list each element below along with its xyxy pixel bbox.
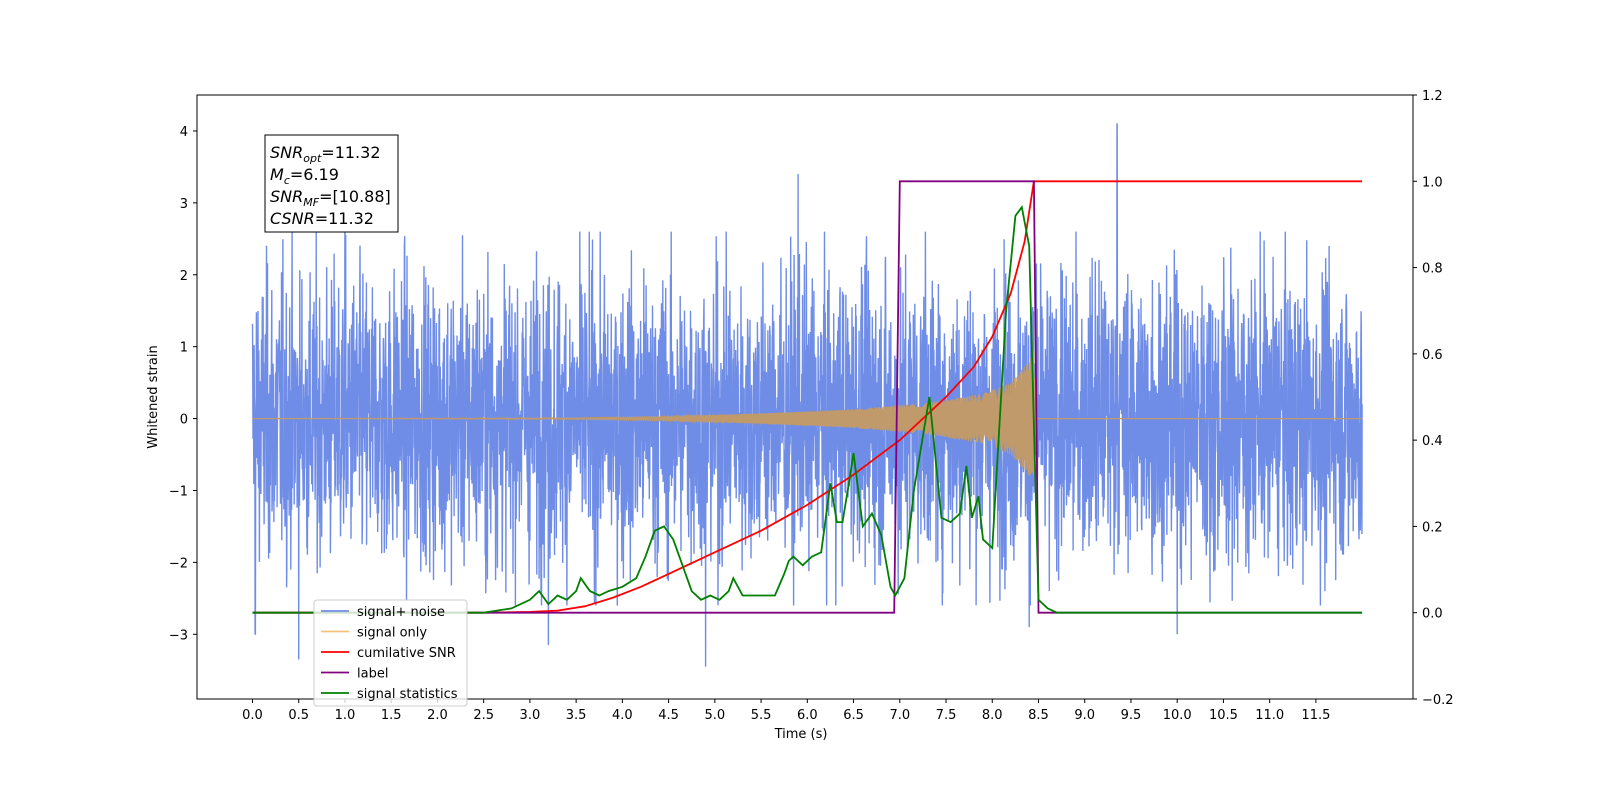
info-box: SNRopt=11.32Mc=6.19SNRMF=[10.88]CSNR=11.… [264,134,399,233]
y2-tick-label: 0.6 [1422,348,1443,363]
info-line: SNRMF=[10.88] [270,187,391,209]
y-axis-right: −0.2 0.0 0.2 0.4 0.6 0.8 1.0 1.2 [1413,89,1454,708]
series-signal-only [252,350,1363,476]
x-tick-label: 5.0 [704,708,725,723]
y-axis-left: −3 −2 −1 0 1 2 3 4 [169,125,197,643]
info-line: CSNR=11.32 [270,209,374,228]
legend: signal+ noise signal only cumilative SNR la… [313,599,468,707]
x-tick-label: 0.5 [288,708,309,723]
y2-tick-label: 0.4 [1422,434,1443,449]
y2-tick-label: 1.2 [1422,89,1443,104]
x-tick-label: 5.5 [751,708,772,723]
legend-label: cumilative SNR [357,646,456,661]
legend-label: signal+ noise [357,605,445,620]
x-tick-label: 9.0 [1074,708,1095,723]
x-tick-label: 4.0 [612,708,633,723]
x-tick-label: 6.5 [843,708,864,723]
y-tick-label: −1 [169,484,188,499]
y2-tick-label: 0.2 [1422,520,1443,535]
x-tick-label: 3.5 [566,708,587,723]
x-tick-label: 1.5 [381,708,402,723]
x-tick-label: 0.0 [242,708,263,723]
y-tick-label: 1 [180,341,188,356]
y2-tick-label: 1.0 [1422,175,1443,190]
info-line: SNRopt=11.32 [270,143,381,165]
info-box-frame [264,134,399,233]
x-tick-label: 6.0 [797,708,818,723]
plot-frame [196,94,1414,700]
x-tick-label: 7.0 [889,708,910,723]
y2-tick-label: 0.0 [1422,607,1443,622]
x-tick-label: 11.0 [1255,708,1284,723]
x-tick-label: 2.5 [473,708,494,723]
series-signal-noise [251,123,1363,667]
x-tick-label: 3.0 [520,708,541,723]
y-axis-title: Whitened strain [146,345,161,448]
x-tick-label: 2.0 [427,708,448,723]
y2-tick-label: −0.2 [1422,693,1454,708]
y-tick-label: 0 [180,413,188,428]
series-layer [251,123,1363,667]
y-tick-label: 3 [180,197,188,212]
legend-label: label [357,667,388,682]
x-axis-title: Time (s) [774,727,828,742]
legend-frame [313,599,468,707]
y2-tick-label: 0.8 [1422,262,1443,277]
x-tick-label: 8.0 [982,708,1003,723]
x-tick-label: 1.0 [335,708,356,723]
y-tick-label: 4 [180,125,188,140]
x-tick-label: 9.5 [1121,708,1142,723]
x-tick-label: 4.5 [658,708,679,723]
legend-label: signal statistics [357,687,458,702]
x-tick-label: 10.0 [1163,708,1192,723]
x-tick-label: 10.5 [1209,708,1238,723]
legend-label: signal only [357,626,427,641]
y-tick-label: −3 [169,628,188,643]
x-axis: 0.0 0.5 1.0 1.5 2.0 2.5 3.0 3.5 4.0 4.5 5.0 5.5 6.0 6… [242,699,1330,723]
x-tick-label: 7.5 [936,708,957,723]
y-tick-label: 2 [180,269,188,284]
info-line: Mc=6.19 [270,165,339,187]
x-tick-label: 8.5 [1028,708,1049,723]
series-signal-statistics [252,205,1363,614]
x-tick-label: 11.5 [1301,708,1330,723]
y-tick-label: −2 [169,556,188,571]
